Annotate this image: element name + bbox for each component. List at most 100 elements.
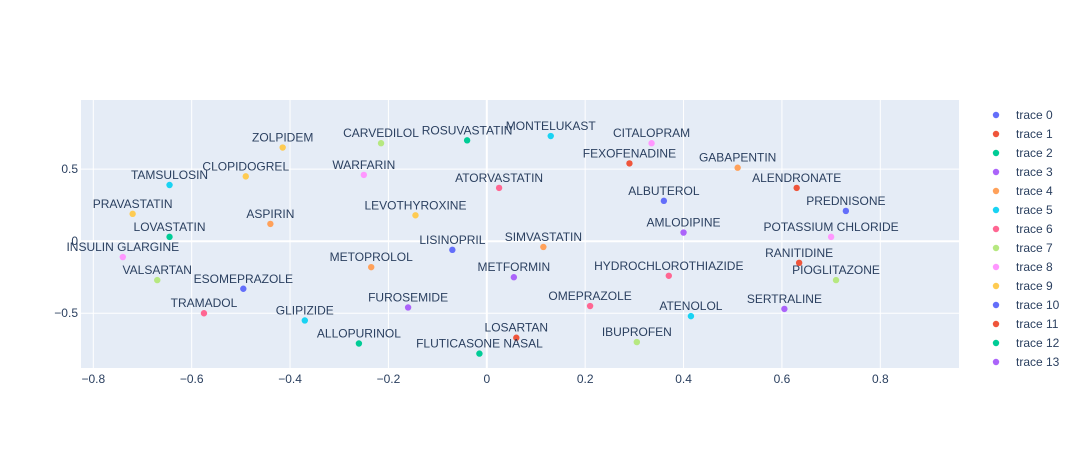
data-point[interactable] [129,210,136,218]
data-point-label: POTASSIUM CHLORIDE [764,220,899,234]
legend-item[interactable]: trace 5 [992,203,1053,217]
legend-item[interactable]: trace 7 [992,241,1053,255]
legend-marker [992,149,1000,157]
data-point[interactable] [166,181,173,189]
plot-background [81,100,959,368]
legend-item[interactable]: trace 10 [992,298,1060,312]
data-point[interactable] [842,207,850,215]
x-tick-label: 0.2 [577,372,594,386]
legend-item[interactable]: trace 2 [992,146,1053,160]
legend-label: trace 1 [1016,127,1053,141]
data-point-label: ALENDRONATE [752,171,841,185]
data-point-label: ATENOLOL [659,299,722,313]
legend-item[interactable]: trace 12 [992,336,1060,350]
data-point[interactable] [166,233,173,241]
data-point[interactable] [119,253,127,261]
x-tick-label: −0.8 [81,372,105,386]
data-point[interactable] [368,263,375,271]
legend-item[interactable]: trace 8 [992,260,1053,274]
data-point[interactable] [687,312,695,320]
data-point-label: SIMVASTATIN [505,230,582,244]
legend-item[interactable]: trace 6 [992,222,1053,236]
x-tick-label: 0.8 [872,372,889,386]
legend-label: trace 0 [1016,108,1053,122]
legend-marker [992,244,1000,252]
data-point-label: LOVASTATIN [134,220,206,234]
data-point[interactable] [795,259,803,267]
data-point-label: LEVOTHYROXINE [364,198,466,212]
data-point[interactable] [301,317,309,324]
data-point-label: LISINOPRIL [419,233,485,247]
data-point[interactable] [200,310,208,317]
legend-label: trace 3 [1016,165,1053,179]
data-point-label: PRAVASTATIN [93,197,173,211]
data-point[interactable] [734,164,741,171]
data-point-label: GABAPENTIN [699,151,776,165]
data-point[interactable] [463,137,471,144]
data-point[interactable] [360,171,368,179]
data-point[interactable] [832,276,840,284]
legend: trace 0 trace 1 trace 2 trace 3 trace 4 trace… [992,108,1060,369]
data-point[interactable] [827,233,835,241]
legend-item[interactable]: trace 3 [992,165,1053,179]
data-point[interactable] [633,338,641,346]
data-point-label: MONTELUKAST [506,119,597,133]
legend-item[interactable]: trace 9 [992,279,1053,293]
x-tick-label: −0.6 [180,372,204,386]
data-point[interactable] [660,197,668,205]
data-point-label: ATORVASTATIN [455,171,543,185]
data-point[interactable] [510,274,518,281]
data-point-label: FEXOFENADINE [583,146,676,160]
data-point[interactable] [267,220,274,228]
data-point-label: ALLOPURINOL [317,327,401,341]
legend-label: trace 12 [1016,336,1060,350]
data-point[interactable] [355,340,363,347]
data-point-label: TAMSULOSIN [131,168,208,182]
data-point[interactable] [240,285,247,292]
y-tick-label: 0.5 [61,162,78,176]
data-point-label: RANITIDINE [765,246,833,260]
data-point-label: METOPROLOL [330,250,413,264]
y-tick-label: 0 [71,234,78,248]
data-point[interactable] [648,140,655,147]
legend-label: trace 7 [1016,241,1053,255]
data-point[interactable] [404,304,412,311]
data-point-label: METFORMIN [478,260,551,274]
data-point[interactable] [154,276,161,284]
data-point[interactable] [781,305,788,313]
legend-item[interactable]: trace 11 [992,317,1059,331]
data-point[interactable] [279,144,286,151]
data-point-label: VALSARTAN [123,263,192,277]
data-point[interactable] [626,160,633,167]
point-labels: LISINOPRIL ALBUTEROL ESOMEPRAZOLE FEXOFENAD… [66,119,898,351]
legend-label: trace 13 [1016,355,1060,369]
data-point-label: FLUTICASONE NASAL [416,337,543,351]
data-point[interactable] [495,184,503,192]
data-point[interactable] [242,173,249,180]
data-point[interactable] [665,272,672,279]
data-point-label: ALBUTEROL [628,184,700,198]
data-point[interactable] [547,132,554,140]
data-point[interactable] [513,334,520,341]
data-point-label: AMLODIPINE [647,216,721,230]
data-point[interactable] [377,140,385,147]
legend-item[interactable]: trace 1 [992,127,1053,141]
data-point[interactable] [476,350,483,357]
data-point[interactable] [586,302,594,310]
data-point-label: GLIPIZIDE [276,303,334,317]
legend-item[interactable]: trace 13 [992,355,1060,369]
legend-item[interactable]: trace 0 [992,108,1053,122]
data-point-label: LOSARTAN [485,321,549,335]
legend-marker [992,168,1000,176]
x-tick-label: −0.4 [278,372,302,386]
data-point[interactable] [680,229,687,236]
legend-marker [992,320,1000,328]
x-tick-label: 0.6 [774,372,791,386]
legend-item[interactable]: trace 4 [992,184,1053,198]
legend-marker [992,130,1000,138]
data-point[interactable] [793,184,800,192]
data-point[interactable] [540,243,547,251]
data-point[interactable] [449,246,456,254]
data-point[interactable] [412,212,419,219]
